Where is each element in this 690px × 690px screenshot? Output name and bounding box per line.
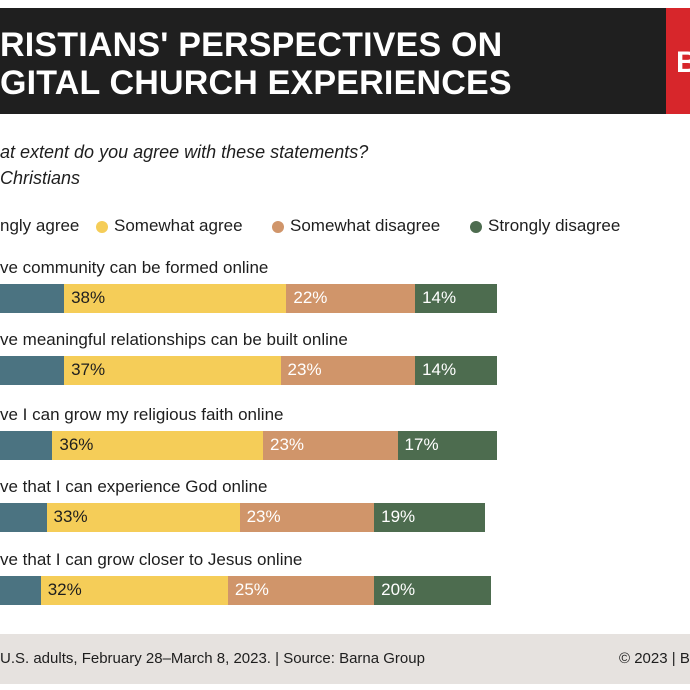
bar-segment-somewhat-agree bbox=[40, 576, 228, 605]
statement-label: ve that I can grow closer to Jesus onlin… bbox=[0, 550, 303, 569]
bar-segment-somewhat-agree bbox=[46, 503, 240, 532]
bar-value-label: 23% bbox=[287, 360, 322, 379]
footer: U.S. adults, February 28–March 8, 2023. … bbox=[0, 634, 690, 684]
bar-segment-somewhat-disagree bbox=[280, 356, 416, 385]
bar-segment-somewhat-disagree bbox=[227, 576, 375, 605]
header-banner: RISTIANS' PERSPECTIVES ON GITAL CHURCH E… bbox=[0, 8, 690, 114]
bar-value-label: 37% bbox=[71, 360, 106, 379]
bar-value-label: 23% bbox=[246, 507, 281, 526]
bar-row: 37% 23% 14% bbox=[0, 356, 690, 385]
bar-segment-strongly-agree bbox=[0, 284, 65, 313]
bar-segment-somewhat-agree bbox=[64, 284, 287, 313]
legend-label-1: Somewhat agree bbox=[114, 216, 243, 235]
bar-segment-somewhat-disagree bbox=[286, 284, 416, 313]
legend-swatch-3 bbox=[470, 221, 482, 233]
survey-question: at extent do you agree with these statem… bbox=[0, 142, 369, 162]
bar-segment-somewhat-agree bbox=[52, 431, 263, 460]
legend-swatch-2 bbox=[272, 221, 284, 233]
bar-value-label: 14% bbox=[422, 360, 457, 379]
legend-label-3: Strongly disagree bbox=[488, 216, 621, 235]
bar-segment-strongly-agree bbox=[0, 576, 41, 605]
statement-label: ve that I can experience God online bbox=[0, 477, 268, 496]
bar-value-label: 33% bbox=[53, 507, 88, 526]
bar-value-label: 22% bbox=[293, 288, 328, 307]
bar-row: 38% 22% 14% bbox=[0, 284, 690, 313]
bar-value-label: 20% bbox=[381, 580, 416, 599]
source-note: U.S. adults, February 28–March 8, 2023. … bbox=[0, 650, 425, 667]
bar-segment-strongly-agree bbox=[0, 503, 47, 532]
copyright: © 2023 | B bbox=[619, 650, 690, 667]
chart-title-line-1: RISTIANS' PERSPECTIVES ON bbox=[0, 26, 503, 64]
bar-segment-strongly-disagree bbox=[374, 503, 486, 532]
bar-segment-strongly-disagree bbox=[374, 576, 492, 605]
bar-segment-strongly-agree bbox=[0, 431, 53, 460]
bar-row: 36% 23% 17% bbox=[0, 431, 690, 460]
bar-segment-strongly-disagree bbox=[397, 431, 497, 460]
statement-label: ve community can be formed online bbox=[0, 258, 269, 277]
legend-label-0: ngly agree bbox=[0, 216, 80, 235]
chart-title-line-2: GITAL CHURCH EXPERIENCES bbox=[0, 64, 512, 102]
logo-letter: B bbox=[676, 46, 690, 79]
legend-swatch-1 bbox=[96, 221, 108, 233]
bar-row: 33% 23% 19% bbox=[0, 503, 690, 532]
survey-base: Christians bbox=[0, 168, 81, 188]
bar-value-label: 19% bbox=[381, 507, 416, 526]
bar-row: 32% 25% 20% bbox=[0, 576, 690, 605]
bar-segment-somewhat-disagree bbox=[239, 503, 375, 532]
statement-label: ve I can grow my religious faith online bbox=[0, 405, 284, 424]
bar-value-label: 36% bbox=[59, 435, 94, 454]
bar-value-label: 25% bbox=[234, 580, 269, 599]
bar-value-label: 17% bbox=[404, 435, 439, 454]
statement-label: ve meaningful relationships can be built… bbox=[0, 330, 348, 349]
bar-segment-strongly-disagree bbox=[415, 284, 497, 313]
bar-value-label: 38% bbox=[71, 288, 106, 307]
bar-segment-strongly-agree bbox=[0, 356, 65, 385]
legend-label-2: Somewhat disagree bbox=[290, 216, 441, 235]
bar-value-label: 14% bbox=[422, 288, 457, 307]
bar-value-label: 32% bbox=[47, 580, 82, 599]
bar-segment-somewhat-disagree bbox=[263, 431, 398, 460]
bar-segment-strongly-disagree bbox=[415, 356, 497, 385]
bar-segment-somewhat-agree bbox=[64, 356, 281, 385]
bar-value-label: 23% bbox=[270, 435, 305, 454]
barna-logo: B bbox=[666, 8, 690, 114]
